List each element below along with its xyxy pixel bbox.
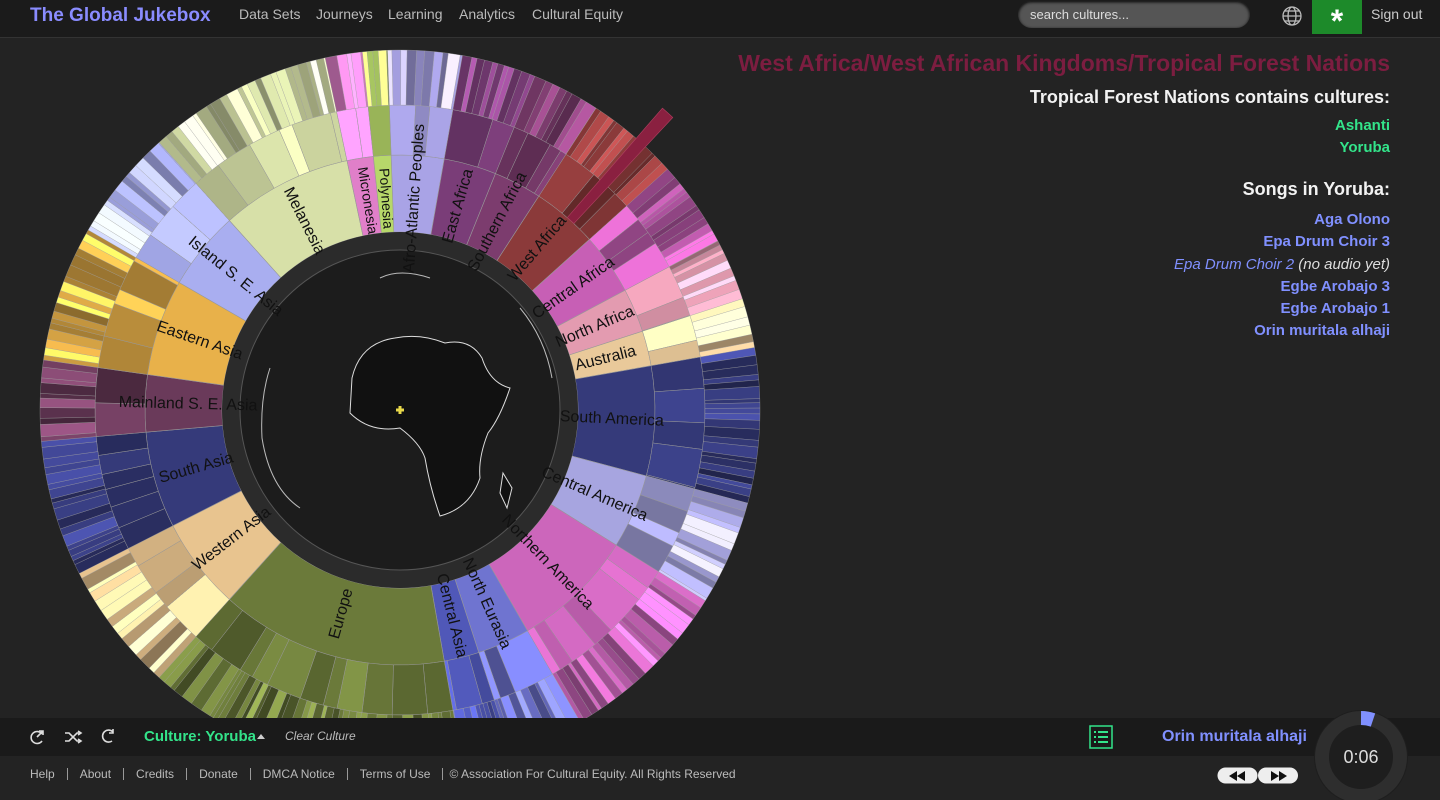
contains-title: Tropical Forest Nations contains culture… <box>1029 87 1390 107</box>
footer-link[interactable]: Help <box>30 767 55 781</box>
sunburst: Afro-Atlantic Peoples East AfricaSouthern… <box>39 49 761 718</box>
location-marker <box>396 406 404 414</box>
skip-buttons[interactable] <box>1217 767 1299 785</box>
progress-arc <box>1360 711 1376 727</box>
culture-wedge[interactable] <box>391 49 401 106</box>
songs-title: Songs in Yoruba: <box>1242 179 1390 199</box>
now-playing[interactable]: Orin muritala alhaji <box>1162 728 1307 745</box>
footer-link[interactable]: About <box>66 768 123 780</box>
culture-link[interactable]: Yoruba <box>1339 139 1390 156</box>
nav-link[interactable]: Cultural Equity <box>532 6 624 22</box>
nav-link[interactable]: Analytics <box>459 6 516 22</box>
song-note: (no audio yet) <box>1298 255 1390 273</box>
brand[interactable]: The Global Jukebox <box>30 5 211 26</box>
nav-link[interactable]: Data Sets <box>239 6 301 22</box>
clear-culture[interactable]: Clear Culture <box>285 729 356 743</box>
song[interactable]: Egbe Arobajo 3 <box>590 276 1390 298</box>
culture-selector[interactable]: Culture: Yoruba <box>144 728 256 745</box>
footer-link[interactable]: DMCA Notice <box>249 768 347 780</box>
search-input[interactable]: search cultures... <box>1018 1 1250 28</box>
region-label[interactable]: Polynesia <box>376 168 396 230</box>
subregion-wedge[interactable] <box>391 663 428 716</box>
culture-wedge[interactable] <box>704 407 761 415</box>
song[interactable]: Aga Olono <box>590 209 1390 231</box>
culture-link[interactable]: Ashanti <box>1334 117 1390 134</box>
globe-icon[interactable] <box>1281 5 1303 27</box>
nav-link[interactable]: Journeys <box>316 6 373 22</box>
song[interactable]: Orin muritala alhaji <box>590 320 1390 342</box>
playlist-icon[interactable] <box>1089 725 1113 749</box>
region-label[interactable]: Mainland S. E. Asia <box>119 394 258 415</box>
song-title[interactable]: Egbe Arobajo 3 <box>1280 277 1390 295</box>
song-title[interactable]: Epa Drum Choir 2 <box>1174 255 1295 273</box>
song-title[interactable]: Epa Drum Choir 3 <box>1263 233 1390 251</box>
footer-link[interactable]: Donate <box>186 768 250 780</box>
africa-outline <box>349 335 513 517</box>
selected-culture <box>566 107 674 224</box>
dropdown-caret[interactable] <box>256 733 266 741</box>
footer-link[interactable]: Terms of Use <box>346 768 443 780</box>
nav-link[interactable]: Learning <box>388 6 443 22</box>
song-title[interactable]: Orin muritala alhaji <box>1254 322 1390 340</box>
sign-out[interactable]: Sign out <box>1371 6 1423 22</box>
culture-wedge[interactable] <box>39 407 96 419</box>
song-list: Aga Olono Epa Drum Choir 3 Epa Drum Choir … <box>590 209 1390 343</box>
song[interactable]: Epa Drum Choir 3 <box>590 231 1390 253</box>
region-path[interactable]: West Africa/West African Kingdoms/Tropic… <box>738 50 1390 76</box>
region-label[interactable]: South America <box>559 408 664 430</box>
info-panel: West Africa/West African Kingdoms/Tropic… <box>590 50 1390 343</box>
time: 0:06 <box>1343 747 1378 767</box>
footer-link[interactable]: Credits <box>123 768 186 780</box>
star-button[interactable]: * <box>1312 0 1362 39</box>
player-icons[interactable] <box>28 728 123 746</box>
song-title[interactable]: Egbe Arobajo 1 <box>1280 300 1390 318</box>
top-bar: The Global Jukebox Data Sets Journeys Le… <box>0 0 1440 39</box>
timer: 0:06 <box>1314 710 1408 800</box>
footer: Help About Credits Donate DMCA Notice Terms o… <box>30 768 736 780</box>
song-title[interactable]: Aga Olono <box>1314 211 1390 228</box>
culture-wedge[interactable] <box>704 402 761 409</box>
culture-wedge[interactable] <box>386 50 390 106</box>
player-bar: Culture: Yoruba Clear Culture Orin murit… <box>0 718 1440 756</box>
song[interactable]: Epa Drum Choir 2 (no audio yet) <box>590 254 1390 276</box>
song[interactable]: Egbe Arobajo 1 <box>590 298 1390 320</box>
coastlines <box>261 272 553 509</box>
copyright: © Association For Cultural Equity. All R… <box>442 768 736 780</box>
